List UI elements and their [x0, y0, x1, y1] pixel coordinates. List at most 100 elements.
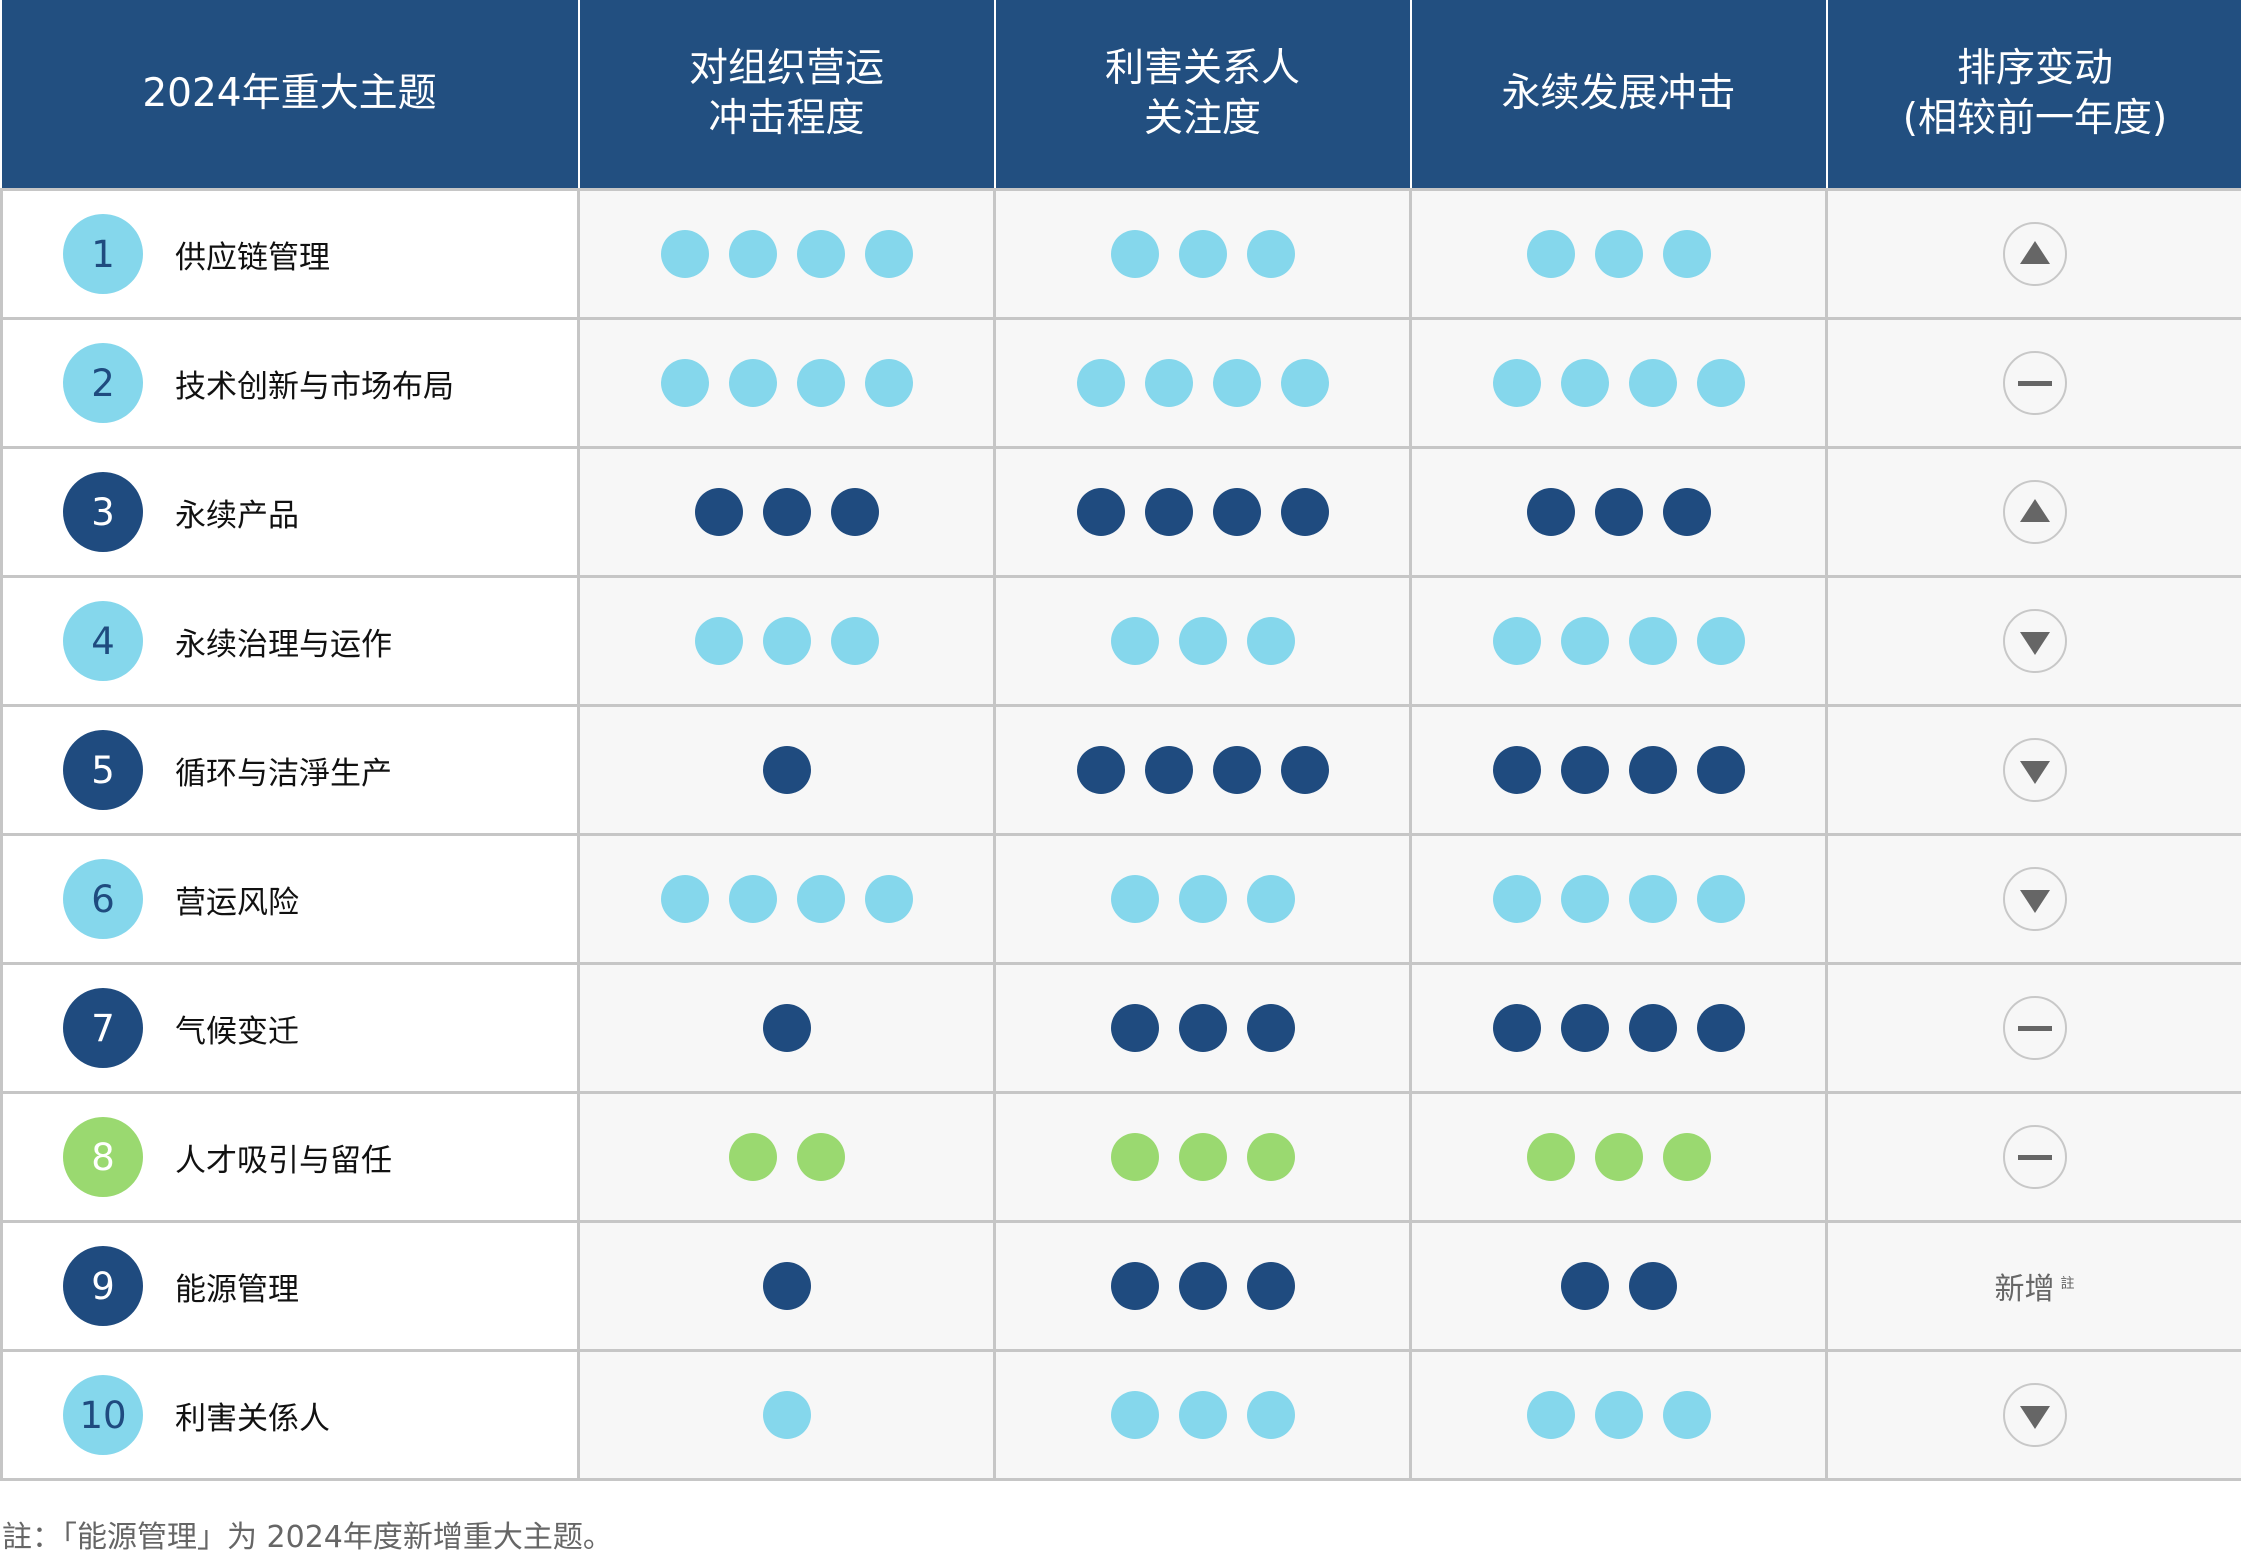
topic-cell: 2 技术创新与市场布局 — [0, 317, 580, 449]
rating-dot — [1594, 488, 1643, 536]
attention-rating-cell — [993, 833, 1412, 965]
sustain-rating-cell — [1409, 575, 1828, 707]
rank-badge: 5 — [63, 730, 143, 810]
attention-rating-cell — [993, 962, 1412, 1094]
table-row: 2 技术创新与市场布局 — [0, 317, 2241, 449]
rating-dot — [762, 1004, 811, 1052]
header-sustainability-impact: 永续发展冲击 — [1409, 0, 1827, 190]
sustain-rating-cell — [1409, 962, 1828, 1094]
triangle-down-icon — [2002, 1383, 2067, 1447]
table-row: 8 人才吸引与留任 — [0, 1091, 2241, 1223]
rating-dot — [1110, 1133, 1159, 1181]
rating-dot — [1696, 875, 1745, 923]
rank-badge: 6 — [63, 859, 143, 939]
rating-dot — [1076, 359, 1125, 407]
rating-dot — [796, 875, 845, 923]
sustain-rating-cell — [1409, 1349, 1828, 1481]
rating-dot — [1628, 617, 1677, 665]
rating-dot — [1212, 359, 1261, 407]
impact-rating-cell — [577, 962, 996, 1094]
rating-dot — [1628, 359, 1677, 407]
rank-change-cell — [1825, 704, 2241, 836]
rating-dot — [728, 1133, 777, 1181]
topic-cell: 10 利害关係人 — [0, 1349, 580, 1481]
table-row: 3 永续产品 — [0, 446, 2241, 578]
rating-dot — [1076, 488, 1125, 536]
rating-dot — [1628, 875, 1677, 923]
sustain-rating-cell — [1409, 704, 1828, 836]
rating-dot — [660, 875, 709, 923]
topic-cell: 6 营运风险 — [0, 833, 580, 965]
header-operational-impact: 对组织营运 冲击程度 — [577, 0, 995, 190]
topic-cell: 7 气候变迁 — [0, 962, 580, 1094]
attention-rating-cell — [993, 317, 1412, 449]
rating-dot — [1110, 230, 1159, 278]
attention-rating-cell — [993, 446, 1412, 578]
header-stakeholder-attention: 利害关系人 关注度 — [993, 0, 1411, 190]
rank-change-cell — [1825, 962, 2241, 1094]
rating-dot — [1280, 488, 1329, 536]
rating-dot — [1178, 1004, 1227, 1052]
rating-dot — [1594, 1133, 1643, 1181]
rating-dot — [1492, 875, 1541, 923]
rating-dot — [762, 1262, 811, 1310]
rating-dot — [728, 359, 777, 407]
rating-dot — [1560, 359, 1609, 407]
rank-change-cell — [1825, 446, 2241, 578]
sustain-rating-cell — [1409, 446, 1828, 578]
rating-dot — [1246, 1133, 1295, 1181]
rating-dot — [1178, 1262, 1227, 1310]
table-row: 10 利害关係人 — [0, 1349, 2241, 1481]
rating-dot — [694, 488, 743, 536]
rating-dot — [1280, 746, 1329, 794]
footnote: 註：「能源管理」为 2024年度新增重大主题。 — [2, 1520, 613, 1555]
rating-dot — [1178, 875, 1227, 923]
rating-dot — [1526, 488, 1575, 536]
rating-dot — [1246, 617, 1295, 665]
rating-dot — [1526, 1133, 1575, 1181]
impact-rating-cell — [577, 188, 996, 320]
rank-change-cell — [1825, 188, 2241, 320]
topic-name: 利害关係人 — [175, 1400, 330, 1437]
topic-name: 技术创新与市场布局 — [175, 368, 454, 405]
table-row: 6 营运风险 — [0, 833, 2241, 965]
new-label: 新增註 — [1995, 1272, 2075, 1307]
rating-dot — [1492, 359, 1541, 407]
attention-rating-cell — [993, 188, 1412, 320]
table-row: 9 能源管理 新增註 — [0, 1220, 2241, 1352]
header-topic: 2024年重大主题 — [1, 0, 579, 190]
rank-change-cell — [1825, 1091, 2241, 1223]
rating-dot — [1492, 1004, 1541, 1052]
attention-rating-cell — [993, 575, 1412, 707]
topic-name: 永续治理与运作 — [175, 626, 392, 663]
impact-rating-cell — [577, 833, 996, 965]
impact-rating-cell — [577, 317, 996, 449]
rating-dot — [1246, 1262, 1295, 1310]
minus-icon — [2002, 996, 2067, 1060]
rating-dot — [1696, 617, 1745, 665]
rating-dot — [1246, 1004, 1295, 1052]
triangle-up-icon — [2002, 222, 2067, 286]
topic-name: 营运风险 — [175, 884, 299, 921]
impact-rating-cell — [577, 1091, 996, 1223]
rating-dot — [1110, 617, 1159, 665]
rating-dot — [1246, 1391, 1295, 1439]
sustain-rating-cell — [1409, 833, 1828, 965]
rating-dot — [1628, 1004, 1677, 1052]
rank-badge: 9 — [63, 1246, 143, 1326]
topic-name: 永续产品 — [175, 497, 299, 534]
rating-dot — [1560, 746, 1609, 794]
rating-dot — [796, 230, 845, 278]
rating-dot — [1110, 875, 1159, 923]
sustain-rating-cell — [1409, 1091, 1828, 1223]
rating-dot — [1628, 746, 1677, 794]
rating-dot — [1662, 230, 1711, 278]
rating-dot — [1144, 488, 1193, 536]
rating-dot — [1662, 1391, 1711, 1439]
rating-dot — [728, 875, 777, 923]
rating-dot — [1144, 746, 1193, 794]
table-row: 5 循环与洁淨生产 — [0, 704, 2241, 836]
topic-name: 人才吸引与留任 — [175, 1142, 392, 1179]
rank-badge: 8 — [63, 1117, 143, 1197]
material-topics-table: 2024年重大主题 对组织营运 冲击程度 利害关系人 关注度 永续发展冲击 排序变动 (… — [0, 0, 2241, 1481]
